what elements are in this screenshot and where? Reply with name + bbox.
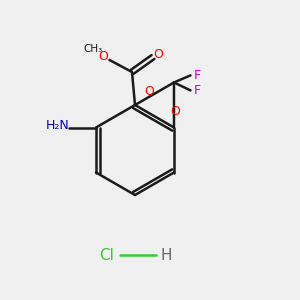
Text: O: O [170, 105, 180, 118]
Text: H: H [161, 248, 172, 262]
Text: O: O [144, 85, 154, 98]
Text: F: F [194, 84, 201, 97]
Text: F: F [194, 69, 201, 82]
Text: O: O [154, 47, 163, 61]
Text: O: O [99, 50, 108, 64]
Text: Cl: Cl [99, 248, 114, 262]
Text: CH₃: CH₃ [83, 44, 103, 55]
Text: H₂N: H₂N [46, 118, 70, 132]
